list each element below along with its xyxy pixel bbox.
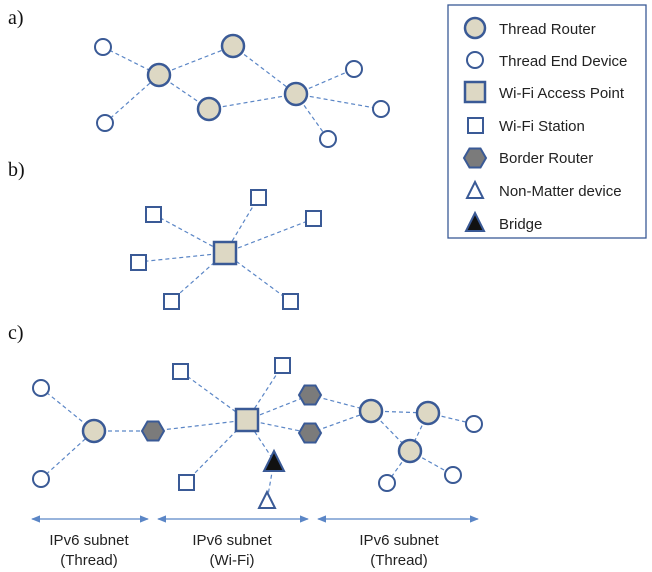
legend-border-router-icon — [462, 147, 488, 169]
thread-end-device-icon — [378, 474, 396, 492]
legend-thread-end-device-icon — [466, 51, 484, 69]
thread-end-device-icon — [444, 466, 462, 484]
thread-end-device-icon — [32, 379, 50, 397]
legend-wifi-access-point-icon — [463, 80, 487, 104]
wifi-station-icon — [172, 363, 189, 380]
legend-label-bridge: Bridge — [499, 216, 542, 233]
wifi-access-point-icon — [212, 240, 238, 266]
legend-bridge-icon — [464, 210, 486, 232]
legend-label-thread-end-device: Thread End Device — [499, 53, 627, 70]
thread-end-device-icon — [94, 38, 112, 56]
thread-router-icon — [415, 400, 441, 426]
bridge-icon — [262, 448, 286, 472]
thread-end-device-icon — [465, 415, 483, 433]
wifi-station-icon — [305, 210, 322, 227]
subnet-label-wifi-line1: IPv6 subnet — [192, 532, 272, 549]
subnet-label-thread-left-line2: (Thread) — [60, 552, 118, 569]
subnet-label-wifi-line2: (Wi-Fi) — [210, 552, 255, 569]
wifi-station-icon — [282, 293, 299, 310]
thread-end-device-icon — [345, 60, 363, 78]
panel-label-c: c) — [8, 322, 24, 344]
wifi-station-icon — [163, 293, 180, 310]
wifi-station-icon — [178, 474, 195, 491]
thread-router-icon — [220, 33, 246, 59]
thread-router-icon — [283, 81, 309, 107]
thread-router-icon — [397, 438, 423, 464]
panel-b-wifi-star — [130, 189, 322, 310]
legend-wifi-station-icon — [467, 117, 484, 134]
thread-router-icon — [81, 418, 107, 444]
thread-router-icon — [358, 398, 384, 424]
subnet-label-thread-left-line1: IPv6 subnet — [49, 532, 129, 549]
legend-thread-router-icon — [463, 16, 487, 40]
wifi-station-icon — [274, 357, 291, 374]
legend-non-matter-device-icon — [465, 179, 485, 199]
panel-label-b: b) — [8, 159, 25, 181]
wifi-station-icon — [130, 254, 147, 271]
non-matter-device-icon — [257, 489, 277, 509]
wifi-station-icon — [145, 206, 162, 223]
panel-a-thread-mesh — [94, 33, 390, 148]
thread-end-device-icon — [372, 100, 390, 118]
panel-label-a: a) — [8, 7, 24, 29]
thread-router-icon — [196, 96, 222, 122]
border-router-icon — [297, 422, 323, 444]
thread-router-icon — [146, 62, 172, 88]
subnet-label-thread-right-line1: IPv6 subnet — [359, 532, 439, 549]
thread-end-device-icon — [96, 114, 114, 132]
legend-label-wifi-station: Wi-Fi Station — [499, 118, 585, 135]
subnet-label-thread-right-line2: (Thread) — [370, 552, 428, 569]
wifi-access-point-icon — [234, 407, 260, 433]
legend-label-border-router: Border Router — [499, 150, 593, 167]
legend-label-wifi-access-point: Wi-Fi Access Point — [499, 85, 625, 102]
thread-end-device-icon — [319, 130, 337, 148]
border-router-icon — [297, 384, 323, 406]
wifi-station-icon — [250, 189, 267, 206]
legend: Thread Router Thread End Device Wi-Fi Ac… — [447, 4, 647, 239]
panel-c-combined-network — [32, 357, 483, 509]
legend-label-non-matter-device: Non-Matter device — [499, 183, 622, 200]
legend-label-thread-router: Thread Router — [499, 21, 596, 38]
thread-end-device-icon — [32, 470, 50, 488]
border-router-icon — [140, 420, 166, 442]
